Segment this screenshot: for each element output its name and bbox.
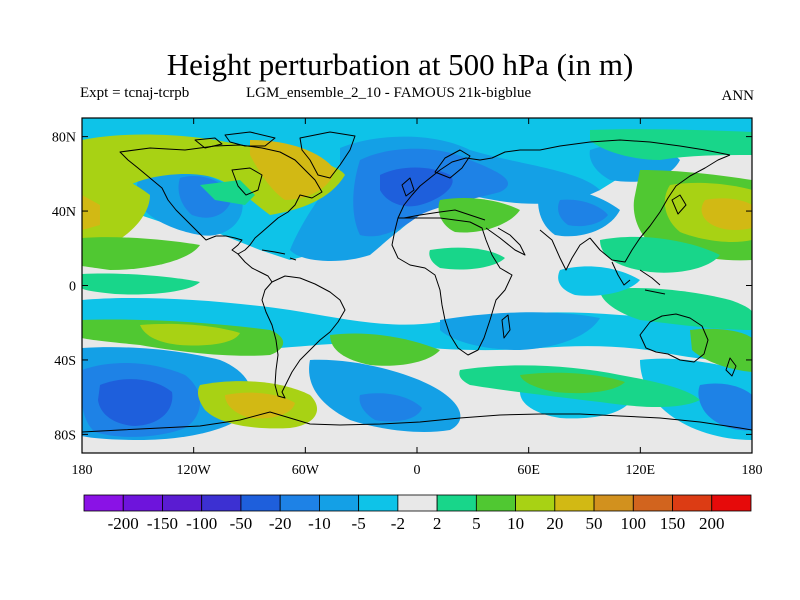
colorbar-label: 20 — [546, 514, 563, 533]
coast-caribbean — [261, 249, 297, 261]
coast-antarctica — [82, 411, 752, 433]
colorbar-swatch — [593, 494, 634, 512]
colorbar-swatch — [632, 494, 673, 512]
colorbar-label: -20 — [269, 514, 292, 533]
coast-east-asia — [589, 154, 731, 263]
coast-central-america — [237, 253, 273, 283]
colorbar-swatch — [319, 494, 360, 512]
coastlines — [82, 131, 752, 433]
lon-tick-label: 0 — [414, 463, 421, 478]
colorbar-label: 200 — [699, 514, 725, 533]
coast-madagascar — [501, 314, 511, 339]
lon-tick-label: 60E — [517, 463, 540, 478]
coast-europe — [397, 139, 731, 219]
positive-anomaly-regions-north — [82, 129, 752, 270]
lon-tick-label: 120W — [177, 463, 212, 478]
colorbar-label: -100 — [186, 514, 217, 533]
colorbar-swatch — [711, 494, 752, 512]
colorbar-swatch — [475, 494, 516, 512]
contour-field — [82, 118, 752, 453]
lon-tick-label: 60W — [292, 463, 320, 478]
colorbar-label: -200 — [108, 514, 139, 533]
colorbar-swatch — [397, 494, 438, 512]
colorbar-label: -50 — [230, 514, 253, 533]
colorbar-label: -10 — [308, 514, 331, 533]
coast-britain — [401, 177, 415, 197]
lat-tick-label: 40N — [52, 205, 76, 220]
plot-title: Height perturbation at 500 hPa (in m) — [166, 47, 634, 82]
lon-tick-label: 180 — [742, 463, 763, 478]
coast-japan — [671, 194, 687, 215]
colorbar-swatch — [554, 494, 595, 512]
coast-arctic-islands — [194, 131, 276, 149]
colorbar-swatch — [240, 494, 281, 512]
coast-new-zealand — [725, 357, 737, 377]
colorbar-swatch — [515, 494, 556, 512]
colorbar-label: 10 — [507, 514, 524, 533]
lon-tick-label: 120E — [626, 463, 656, 478]
colorbar: -200 -150 -100 -50 -20 -10 -5 -2 2 5 10 20 50 100 150 2… — [83, 494, 752, 533]
colorbar-swatch — [201, 494, 242, 512]
longitude-axis: 180 120W 60W 0 60E 120E 180 — [72, 118, 763, 478]
coast-australia — [639, 313, 709, 363]
coast-north-america — [119, 144, 323, 255]
coast-southeast-asia — [611, 261, 666, 295]
lat-tick-label: 80S — [54, 428, 76, 443]
season-label: ANN — [721, 88, 755, 104]
lat-tick-label: 40S — [54, 354, 76, 369]
coast-mediterranean — [403, 209, 486, 221]
experiment-label: Expt = tcnaj-tcrpb — [80, 85, 190, 101]
coast-hudson-bay — [231, 167, 263, 196]
coast-greenland — [299, 131, 356, 179]
colorbar-label: 5 — [472, 514, 481, 533]
colorbar-label: 150 — [660, 514, 686, 533]
coast-africa — [391, 217, 513, 356]
colorbar-label: -150 — [147, 514, 178, 533]
lat-tick-label: 80N — [52, 131, 76, 146]
colorbar-label: 50 — [586, 514, 603, 533]
coast-south-america — [261, 275, 346, 399]
positive-anomaly-regions-south — [82, 236, 752, 429]
coast-arabia — [485, 227, 526, 256]
colorbar-swatch — [672, 494, 713, 512]
coast-scandinavia — [434, 149, 471, 179]
colorbar-swatch — [122, 494, 163, 512]
colorbar-label: -5 — [352, 514, 366, 533]
colorbar-label: 100 — [621, 514, 647, 533]
lat-tick-label: 0 — [69, 280, 76, 295]
colorbar-swatch — [358, 494, 399, 512]
coast-india — [539, 229, 591, 271]
run-label: LGM_ensemble_2_10 - FAMOUS 21k-bigblue — [246, 85, 532, 101]
lon-tick-label: 180 — [72, 463, 93, 478]
colorbar-swatch — [162, 494, 203, 512]
latitude-axis: 80N 40N 0 40S 80S — [52, 131, 752, 443]
colorbar-swatch — [83, 494, 124, 512]
colorbar-swatch — [279, 494, 320, 512]
colorbar-label: 2 — [433, 514, 442, 533]
colorbar-label: -2 — [391, 514, 405, 533]
colorbar-swatch — [436, 494, 477, 512]
